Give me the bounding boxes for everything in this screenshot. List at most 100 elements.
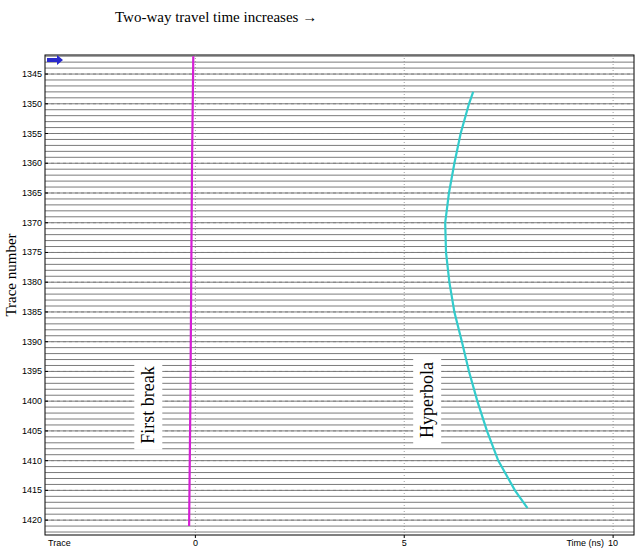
y-tick (45, 222, 48, 223)
annotation-ground (134, 360, 162, 449)
grid-line-y (45, 401, 634, 402)
plot-frame (45, 55, 634, 535)
trace-baseline (45, 246, 634, 247)
y-tick (45, 460, 48, 461)
y-tick (45, 371, 48, 372)
trace-baseline (45, 163, 634, 164)
y-tick-label: 1410 (22, 456, 42, 466)
trace-baseline (45, 526, 634, 527)
trace-baseline (45, 91, 634, 92)
trace-baseline (45, 240, 634, 241)
grid-line-y (45, 460, 634, 461)
trace-baseline (45, 377, 634, 378)
trace-baseline (45, 258, 634, 259)
grid-line-x (195, 55, 196, 535)
trace-baseline (45, 210, 634, 211)
trace-baseline (45, 222, 634, 223)
trace-baseline (45, 419, 634, 420)
trace-baseline (45, 407, 634, 408)
trace-baseline (45, 323, 634, 324)
y-tick-label: 1370 (22, 218, 42, 228)
grid-line-y (45, 341, 634, 342)
trace-baseline (45, 145, 634, 146)
y-tick (45, 163, 48, 164)
trace-baseline (45, 264, 634, 265)
y-tick-label: 1375 (22, 247, 42, 257)
y-tick (45, 103, 48, 104)
annotation-label: First break (138, 366, 158, 443)
trace-baseline (45, 103, 634, 104)
y-caption: Trace (48, 538, 71, 548)
trace-baseline (45, 234, 634, 235)
trace-baseline (45, 413, 634, 414)
series-line (189, 56, 193, 526)
y-tick-label: 1420 (22, 515, 42, 525)
trace-baseline (45, 460, 634, 461)
y-tick-label: 1385 (22, 307, 42, 317)
y-tick-label: 1400 (22, 396, 42, 406)
trace-baseline (45, 424, 634, 425)
trace-baseline (45, 395, 634, 396)
trace-baseline (45, 454, 634, 455)
trace-baseline (45, 175, 634, 176)
chart: 1345135013551360136513701375138013851390… (0, 0, 638, 551)
y-tick (45, 520, 48, 521)
trace-baseline (45, 484, 634, 485)
y-tick (45, 74, 48, 75)
y-tick (45, 252, 48, 253)
x-tick (613, 535, 614, 538)
title: Two-way travel time increases → (115, 9, 317, 25)
grid-line-y (45, 520, 634, 521)
x-tick-label: 0 (193, 538, 198, 548)
series-line (445, 92, 527, 508)
trace-baseline (45, 472, 634, 473)
x-axis-title: Time (ns) (566, 538, 604, 548)
trace-baseline (45, 341, 634, 342)
trace-baseline (45, 198, 634, 199)
trace-baseline (45, 359, 634, 360)
trace-baseline (45, 181, 634, 182)
y-tick (45, 192, 48, 193)
trace-baseline (45, 383, 634, 384)
trace-baselines (45, 56, 634, 532)
trace-baseline (45, 294, 634, 295)
trace-baseline (45, 169, 634, 170)
trace-baseline (45, 192, 634, 193)
trace-baseline (45, 317, 634, 318)
y-tick-label: 1365 (22, 188, 42, 198)
grid-line-y (45, 103, 634, 104)
trace-baseline (45, 282, 634, 283)
trace-baseline (45, 347, 634, 348)
grid-line-y (45, 222, 634, 223)
trace-baseline (45, 532, 634, 533)
trace-baseline (45, 490, 634, 491)
trace-baseline (45, 335, 634, 336)
trace-baseline (45, 389, 634, 390)
grid-line-y (45, 163, 634, 164)
grid-line-y (45, 133, 634, 134)
trace-baseline (45, 401, 634, 402)
series-annotation: First break (134, 360, 162, 449)
trace-baseline (45, 353, 634, 354)
trace-baseline (45, 187, 634, 188)
annotation-ground (413, 356, 441, 444)
y-tick (45, 311, 48, 312)
trace-baseline (45, 276, 634, 277)
y-tick-label: 1395 (22, 366, 42, 376)
y-tick (45, 282, 48, 283)
trace-baseline (45, 204, 634, 205)
y-tick-label: 1360 (22, 158, 42, 168)
trace-baseline (45, 121, 634, 122)
trace-baseline (45, 502, 634, 503)
y-tick-label: 1345 (22, 69, 42, 79)
trace-baseline (45, 514, 634, 515)
x-tick-label: 5 (402, 538, 407, 548)
y-axis-title: Trace number (3, 233, 19, 316)
y-tick-label: 1350 (22, 99, 42, 109)
trace-baseline (45, 478, 634, 479)
y-tick-label: 1380 (22, 277, 42, 287)
trace-baseline (45, 133, 634, 134)
trace-baseline (45, 365, 634, 366)
trace-baseline (45, 62, 634, 63)
y-tick (45, 401, 48, 402)
